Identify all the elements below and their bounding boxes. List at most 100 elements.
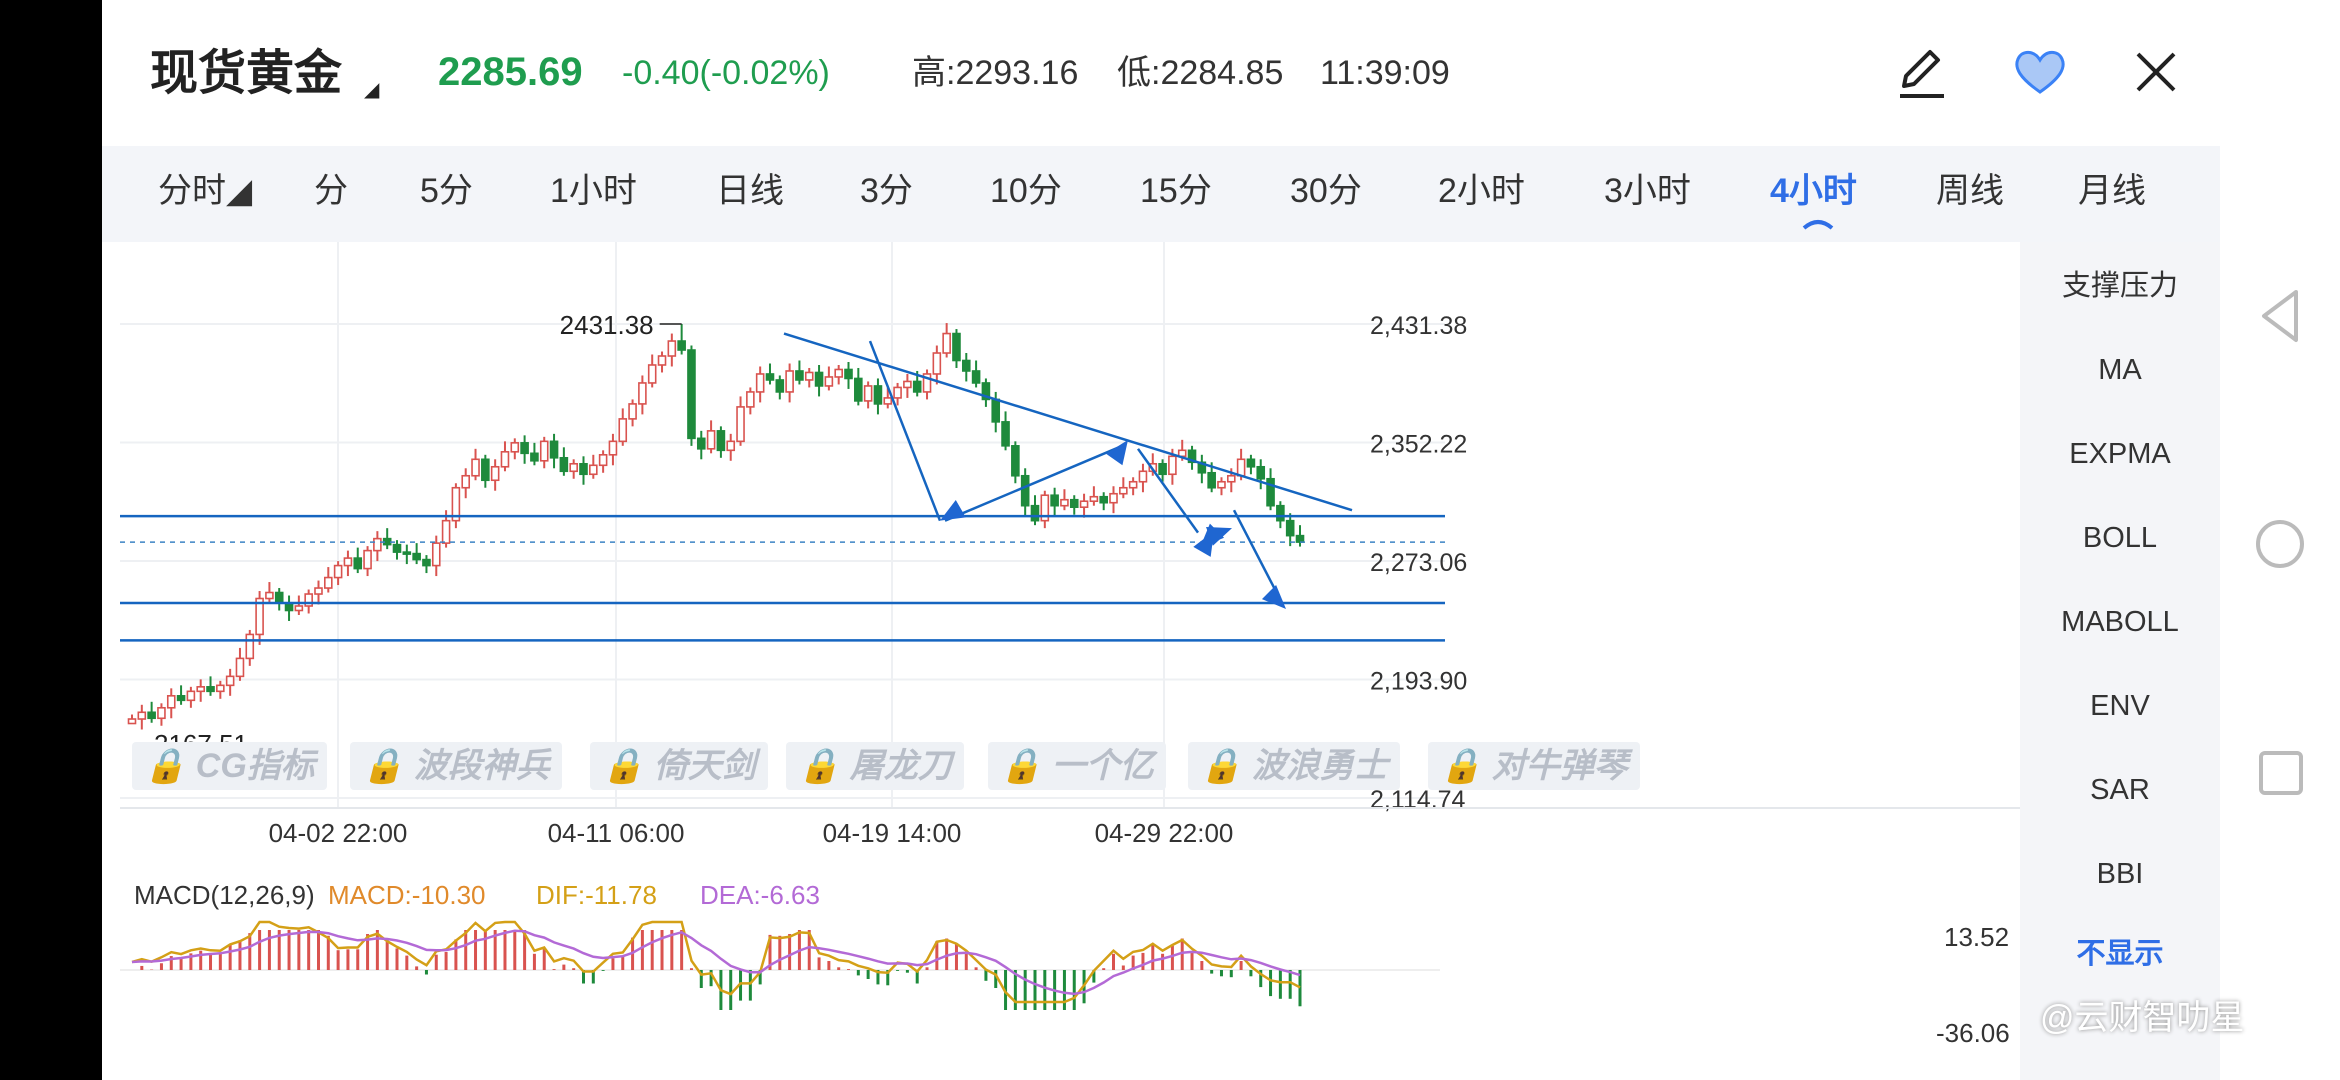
tab-timeshare[interactable]: 分时◢	[158, 172, 253, 210]
tab-daily[interactable]: 日线	[716, 172, 784, 210]
indicator-chip-cg[interactable]: 🔒 CG指标	[132, 742, 327, 790]
candle-body	[814, 371, 824, 387]
candle-body	[1109, 492, 1118, 504]
home-icon[interactable]	[2254, 518, 2306, 570]
candle-body	[137, 711, 147, 720]
edit-icon[interactable]	[1892, 42, 1952, 102]
indicator-chip-bodu[interactable]: 🔒 波段神兵	[350, 742, 562, 790]
indicator-expma[interactable]: EXPMA	[2069, 438, 2171, 470]
candle-body	[618, 418, 628, 443]
down-leg-line-2	[1136, 448, 1200, 534]
indicator-sar[interactable]: SAR	[2090, 774, 2150, 806]
candle-body	[471, 458, 480, 477]
candle-body	[1158, 462, 1167, 476]
tab-15min[interactable]: 15分	[1140, 172, 1212, 210]
quote-header: 现货黄金 ◢ 2285.69 -0.40(-0.02%) 高:2293.16 低…	[102, 0, 2340, 146]
candle-body	[1069, 498, 1079, 508]
macd-chart[interactable]: MACD(12,26,9) MACD:-10.30 DIF:-11.78 DEA…	[120, 862, 2060, 1080]
candle-body	[863, 385, 873, 402]
candle-body	[1246, 458, 1256, 468]
candle-body	[451, 486, 461, 522]
candle-body	[314, 587, 323, 595]
candle-body	[1168, 455, 1177, 476]
tab-10min[interactable]: 10分	[990, 172, 1062, 210]
indicator-support-resistance[interactable]: 支撑压力	[2061, 270, 2178, 302]
close-icon[interactable]	[2126, 42, 2186, 102]
candle-body	[402, 551, 412, 555]
candle-body	[147, 711, 156, 720]
trading-app: 现货黄金 ◢ 2285.69 -0.40(-0.02%) 高:2293.16 低…	[102, 0, 2340, 1080]
indicator-chip-tulong[interactable]: 🔒 屠龙刀	[786, 742, 964, 790]
up-leg-line	[944, 443, 1127, 522]
candle-body	[255, 597, 264, 636]
chip-label: 波段神兵	[413, 747, 550, 785]
candle-body	[500, 451, 510, 468]
candle-body	[834, 368, 843, 378]
macd-y-label-top: 13.52	[1944, 922, 2009, 952]
candle-body	[579, 462, 588, 476]
tab-3h[interactable]: 3小时	[1604, 172, 1691, 210]
candle-body	[883, 397, 893, 405]
arrow-up-2	[1193, 531, 1214, 557]
indicator-ma[interactable]: MA	[2098, 354, 2142, 386]
candle-body	[912, 380, 922, 393]
arrow-down-left	[940, 500, 966, 521]
candle-body	[765, 373, 775, 381]
macd-name: MACD(12,26,9)	[134, 880, 315, 910]
candle-body	[461, 474, 471, 489]
candle-body	[1266, 477, 1275, 507]
x-tick-label: 04-29 22:00	[1095, 818, 1234, 848]
tab-3min[interactable]: 3分	[860, 172, 913, 210]
back-icon[interactable]	[2258, 288, 2302, 344]
indicator-chip-yigeyi[interactable]: 🔒 一个亿	[988, 742, 1166, 790]
candle-body	[490, 465, 500, 482]
indicator-bbi[interactable]: BBI	[2096, 858, 2144, 890]
candle-body	[1295, 534, 1305, 543]
candle-body	[687, 349, 696, 440]
y-tick-label: 2,431.38	[1370, 312, 1467, 340]
candle-body	[157, 706, 166, 720]
recents-icon[interactable]	[2258, 750, 2304, 796]
candle-body	[186, 690, 196, 702]
candle-body	[589, 464, 598, 476]
tab-1h[interactable]: 1小时	[550, 172, 637, 210]
candle-body	[854, 377, 863, 402]
heart-icon[interactable]	[2010, 42, 2070, 102]
candle-body	[873, 385, 883, 405]
candle-body	[922, 373, 932, 393]
tab-5min[interactable]: 5分	[420, 172, 473, 210]
candle-body	[1089, 495, 1099, 503]
indicator-chip-yitian[interactable]: 🔒 倚天剑	[590, 742, 768, 790]
max-price-label: 2431.38	[560, 310, 654, 340]
candle-body	[235, 657, 245, 678]
indicator-env[interactable]: ENV	[2090, 690, 2150, 722]
candle-body	[196, 686, 206, 693]
tab-4h[interactable]: 4小时	[1770, 172, 1857, 210]
price-change: -0.40(-0.02%)	[622, 54, 830, 92]
indicator-panel: 支撑压力 MA EXPMA BOLL MABOLL ENV SAR BBI 不显…	[2020, 242, 2220, 1080]
arrow-head	[1193, 531, 1214, 557]
arrow-projection	[1261, 584, 1286, 609]
candle-body	[353, 557, 363, 570]
tab-1min[interactable]: 分	[314, 172, 348, 210]
candle-body	[166, 695, 176, 709]
candle-body	[373, 537, 382, 552]
indicator-hide[interactable]: 不显示	[2076, 938, 2164, 970]
candle-body	[1030, 504, 1040, 522]
instrument-dropdown-icon[interactable]: ◢	[364, 79, 380, 101]
tab-2h[interactable]: 2小时	[1438, 172, 1525, 210]
x-tick-label: 04-02 22:00	[269, 818, 408, 848]
candle-body	[431, 542, 441, 567]
tab-30min[interactable]: 30分	[1290, 172, 1362, 210]
candle-body	[530, 452, 539, 462]
indicator-chip-duiniu[interactable]: 🔒 对牛弹琴	[1428, 742, 1640, 790]
tab-monthly[interactable]: 月线	[2078, 172, 2146, 210]
indicator-chip-bolang[interactable]: 🔒 波浪勇士	[1188, 742, 1400, 790]
candle-body	[608, 440, 618, 456]
instrument-title[interactable]: 现货黄金	[150, 47, 343, 100]
indicator-boll[interactable]: BOLL	[2082, 522, 2158, 554]
tab-weekly[interactable]: 周线	[1936, 172, 2004, 210]
indicator-maboll[interactable]: MABOLL	[2061, 606, 2179, 638]
macd-value: MACD:-10.30	[328, 880, 486, 910]
candle-body	[1226, 474, 1236, 483]
